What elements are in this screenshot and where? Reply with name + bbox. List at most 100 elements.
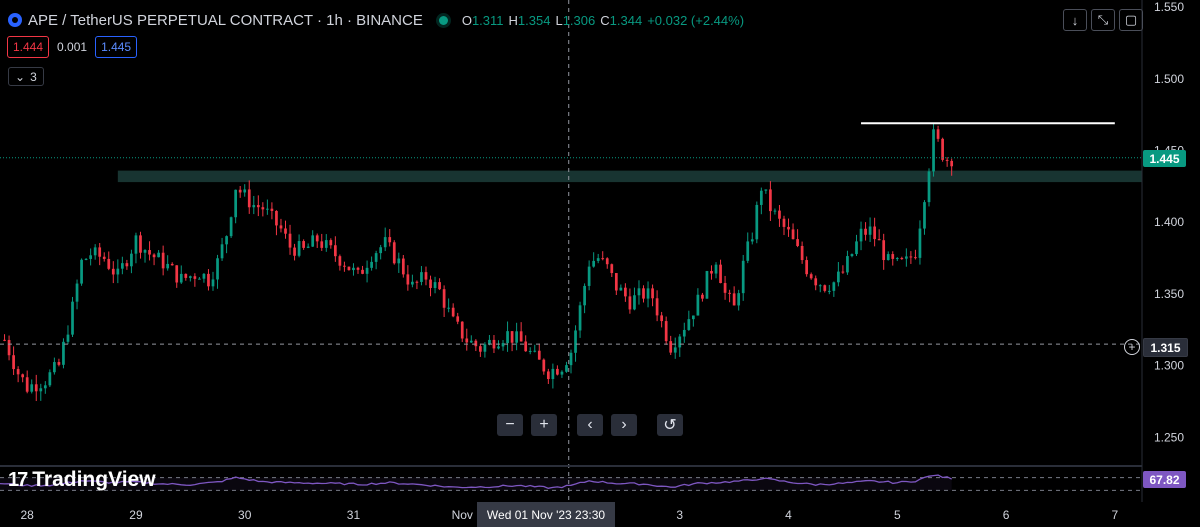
indicators-toggle-button[interactable]: ⌄ 3 (8, 67, 44, 86)
candle-body (370, 261, 373, 268)
rsi-pane[interactable] (0, 474, 1142, 491)
candle-body (21, 374, 25, 378)
candle-body (7, 339, 11, 356)
candle-body (451, 307, 455, 317)
zoom-in-button[interactable]: + (531, 414, 557, 436)
plus-circle-icon[interactable]: + (1124, 339, 1140, 355)
x-tick-label: 5 (894, 508, 901, 522)
candle-body (270, 208, 274, 211)
candle-body (306, 246, 310, 248)
candle-body (823, 285, 827, 291)
candle-body (882, 240, 886, 261)
candle-body (16, 369, 20, 375)
candle-body (628, 296, 632, 310)
candle-body (574, 330, 577, 353)
scroll-right-button[interactable]: › (611, 414, 637, 436)
rsi-value-tag: 67.82 (1143, 471, 1186, 488)
candle-body (936, 129, 940, 139)
candle-body (646, 288, 650, 299)
candle-body (769, 189, 772, 212)
candle-body (900, 258, 904, 260)
candle-body (116, 268, 120, 275)
candle-body (569, 352, 573, 366)
candle-body (923, 202, 926, 229)
candle-body (895, 258, 899, 260)
zoom-out-button[interactable]: − (497, 414, 523, 436)
x-tick-label: 4 (785, 508, 792, 522)
candle-body (324, 240, 328, 248)
rsi-line (0, 474, 952, 489)
candle-body (488, 339, 491, 345)
candle-body (855, 241, 858, 255)
reset-chart-button[interactable]: ↺ (657, 414, 683, 436)
candle-body (39, 388, 43, 392)
symbol-title[interactable]: APE / TetherUS PERPETUAL CONTRACT · 1h ·… (28, 11, 423, 29)
candle-body (687, 319, 691, 330)
candle-body (655, 298, 659, 316)
candle-body (401, 258, 405, 275)
candle-body (886, 254, 890, 261)
camera-icon[interactable]: ▢ (1119, 9, 1143, 31)
candle-body (347, 266, 351, 271)
candle-body (225, 236, 228, 245)
candle-body (932, 129, 935, 172)
candle-body (53, 362, 56, 373)
candle-body (12, 355, 15, 370)
candle-body (469, 340, 473, 343)
candle-body (57, 362, 61, 365)
high-label: H (508, 12, 518, 28)
open-label: O (461, 12, 472, 28)
sell-price-button[interactable]: 1.444 (7, 36, 50, 58)
candle-body (25, 377, 29, 392)
arrow-down-icon[interactable]: ↓ (1063, 9, 1087, 31)
candle-body (130, 253, 133, 267)
y-tick-label: 1.500 (1154, 72, 1184, 86)
x-tick-label: 6 (1003, 508, 1010, 522)
candle-body (379, 247, 383, 254)
candle-body (333, 245, 337, 257)
candle-body (710, 271, 713, 274)
candle-body (601, 258, 605, 260)
tradingview-logo[interactable]: 17 TradingView (8, 468, 156, 492)
candle-body (660, 315, 663, 322)
candle-body (84, 258, 88, 260)
candle-body (614, 273, 618, 291)
candle-body (465, 338, 469, 343)
close-value: 1.344 (609, 12, 643, 28)
spread-value: 0.001 (57, 40, 88, 54)
candle-body (216, 258, 219, 280)
trade-buttons: 1.444 0.001 1.445 (7, 36, 138, 58)
candle-body (247, 189, 251, 208)
candle-body (193, 276, 197, 279)
candle-body (420, 272, 423, 282)
candle-body (859, 228, 863, 242)
support-resistance-zone[interactable] (117, 170, 1142, 183)
candle-body (624, 287, 627, 297)
candle-body (93, 247, 97, 256)
expand-icon[interactable]: ⤡ (1091, 9, 1115, 31)
candles-series (3, 123, 954, 402)
candle-body (293, 247, 296, 256)
close-label: C (600, 12, 610, 28)
buy-price-button[interactable]: 1.445 (95, 36, 138, 58)
candle-body (107, 258, 111, 269)
candle-body (533, 350, 537, 352)
candle-body (868, 226, 872, 235)
candle-body (501, 343, 505, 347)
candle-body (438, 282, 441, 290)
candle-body (642, 288, 645, 299)
candle-body (397, 258, 401, 264)
candle-body (166, 263, 170, 269)
candle-body (184, 273, 188, 278)
market-status-icon[interactable] (438, 15, 448, 25)
candle-body (365, 267, 369, 274)
candle-body (837, 271, 840, 283)
candle-body (275, 210, 278, 226)
candle-body (315, 235, 319, 242)
candle-body (411, 281, 414, 285)
chevron-down-icon: ⌄ (15, 69, 26, 84)
candle-body (429, 279, 432, 288)
scroll-left-button[interactable]: ‹ (577, 414, 603, 436)
